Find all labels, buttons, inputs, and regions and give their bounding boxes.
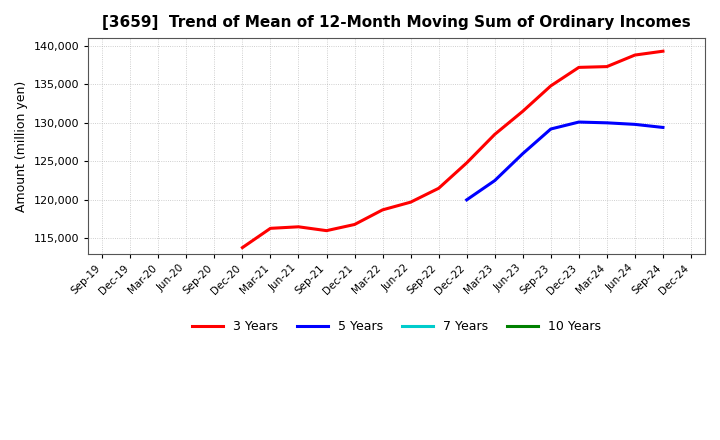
Legend: 3 Years, 5 Years, 7 Years, 10 Years: 3 Years, 5 Years, 7 Years, 10 Years xyxy=(187,315,606,338)
Y-axis label: Amount (million yen): Amount (million yen) xyxy=(15,81,28,212)
Title: [3659]  Trend of Mean of 12-Month Moving Sum of Ordinary Incomes: [3659] Trend of Mean of 12-Month Moving … xyxy=(102,15,691,30)
